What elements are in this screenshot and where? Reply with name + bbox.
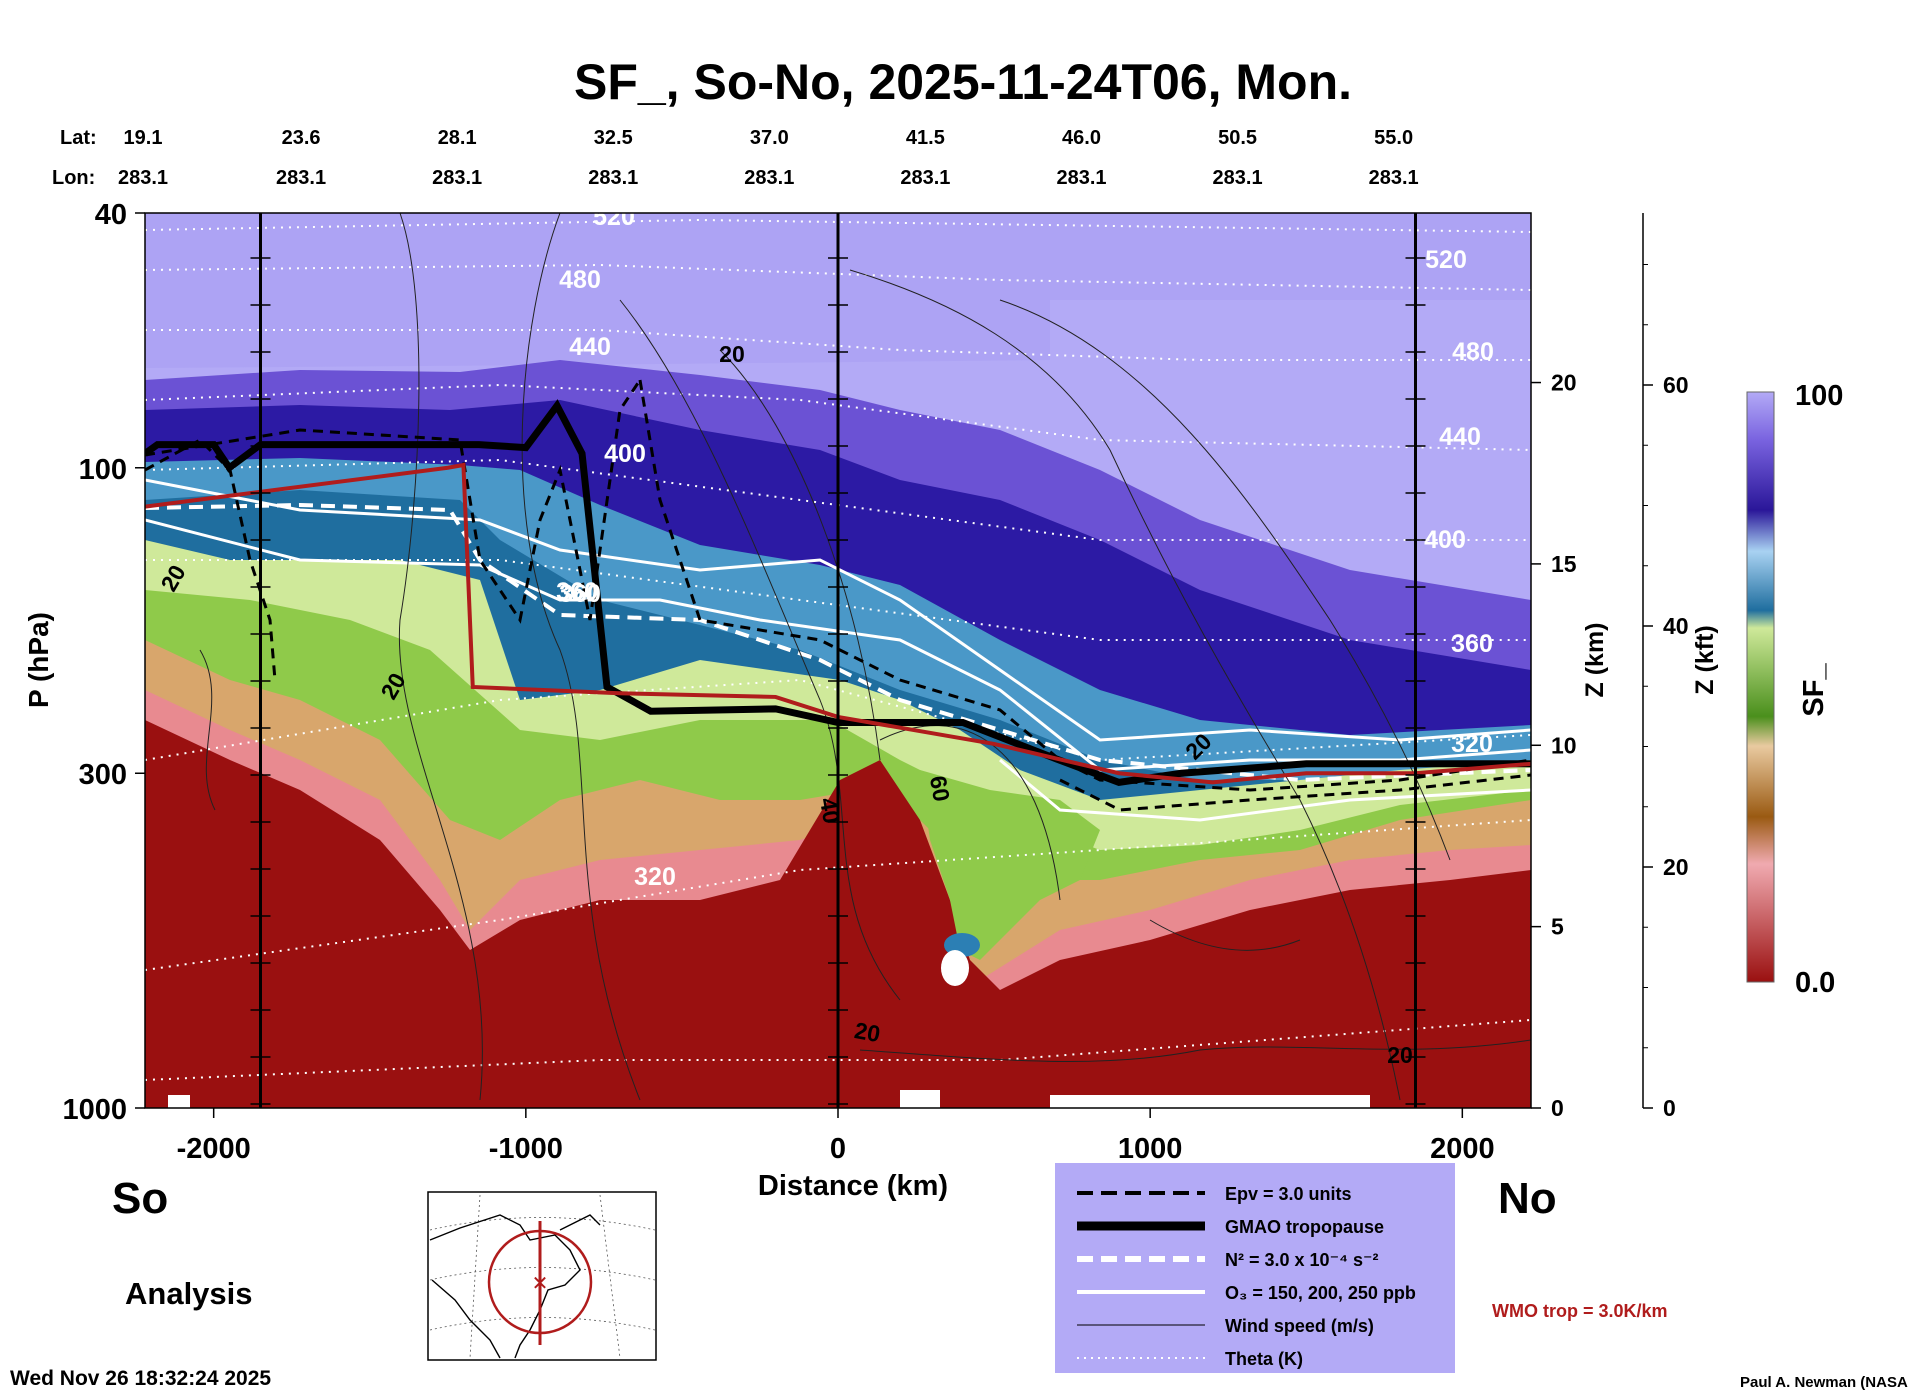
white-cell: [941, 950, 969, 986]
station-lat-label: 41.5: [906, 127, 945, 149]
wind-speed-label: 60: [925, 774, 955, 804]
theta-lines: [145, 218, 1531, 1081]
north-label: No: [1498, 1174, 1557, 1223]
theta-label: 400: [1424, 526, 1466, 554]
z-kft-tick-label: 40: [1663, 613, 1689, 639]
svg-text:✕: ✕: [532, 1273, 549, 1295]
theta-label: 320: [634, 863, 676, 891]
x-axis-label: Distance (km): [758, 1170, 948, 1202]
z-km-tick-label: 15: [1551, 551, 1577, 577]
theta-label: 520: [593, 203, 635, 231]
x-tick-label: 0: [830, 1133, 846, 1165]
colorbar-min-label: 0.0: [1795, 967, 1835, 999]
p-tick-label: 300: [79, 759, 127, 791]
green-intrusion: [920, 770, 1100, 960]
station-labels: 19.1 283.1 23.6 283.1 28.1 283.1 32.5 283.1 37.0…: [118, 127, 1419, 189]
station-lon-label: 283.1: [900, 167, 950, 189]
z-kft-axis: 0 20 40 60: [1643, 264, 1689, 1121]
n2-line: [145, 502, 1531, 783]
y-axis-label: P (hPa): [23, 612, 54, 708]
station-lat-label: 46.0: [1062, 127, 1101, 149]
z-kft-tick-label: 0: [1663, 1095, 1676, 1121]
legend-label: O₃ = 150, 200, 250 ppb: [1225, 1283, 1416, 1303]
z-km-tick-label: 0: [1551, 1095, 1564, 1121]
theta-label: 440: [569, 333, 611, 361]
legend-label: Epv = 3.0 units: [1225, 1184, 1352, 1204]
station-lat-label: 28.1: [438, 127, 477, 149]
station-lon-label: 283.1: [1369, 167, 1419, 189]
station-lat-label: 37.0: [750, 127, 789, 149]
wmo-label: WMO trop = 3.0K/km: [1492, 1301, 1668, 1321]
station-lat-label: 32.5: [594, 127, 633, 149]
station-lat-label: 23.6: [282, 127, 321, 149]
theta-label: 360: [556, 578, 598, 606]
x-tick-label: -2000: [177, 1133, 251, 1165]
theta-label: 440: [1439, 423, 1481, 451]
legend-label: Theta (K): [1225, 1349, 1303, 1369]
wind-speed-label: 20: [1387, 1042, 1413, 1068]
profile-lines: [250, 213, 1426, 1108]
chart-title: SF_, So-No, 2025-11-24T06, Mon.: [574, 54, 1352, 110]
p-tick-label: 100: [79, 454, 127, 486]
south-label: So: [112, 1174, 168, 1223]
station-lon-label: 283.1: [432, 167, 482, 189]
wind-speed-label: 20: [853, 1017, 883, 1047]
legend-items: Epv = 3.0 units GMAO tropopause N² = 3.0 x…: [1077, 1184, 1416, 1369]
z-km-tick-label: 5: [1551, 914, 1564, 940]
theta-label: 280: [1724, 1010, 1766, 1038]
pressure-axis: 40 100 300 1000: [62, 199, 145, 1126]
x-tick-label: 2000: [1430, 1133, 1495, 1165]
theta-label: 520: [1425, 246, 1467, 274]
station-lon-label: 283.1: [744, 167, 794, 189]
station-lon-label: 283.1: [588, 167, 638, 189]
x-tick-label: 1000: [1118, 1133, 1183, 1165]
station-lat-label: 55.0: [1374, 127, 1413, 149]
station-lat-label: 19.1: [124, 127, 163, 149]
z-kft-tick-label: 20: [1663, 854, 1689, 880]
lat-row-label: Lat:: [60, 127, 97, 149]
theta-label: 320: [1451, 730, 1493, 758]
p-tick-label: 1000: [62, 1094, 127, 1126]
ozone-label: 360: [559, 580, 601, 608]
legend-label: N² = 3.0 x 10⁻⁴ s⁻²: [1225, 1250, 1378, 1270]
footer-timestamp: Wed Nov 26 18:32:24 2025: [10, 1367, 271, 1390]
wind-speed-label: 20: [719, 341, 745, 367]
station-lon-label: 283.1: [118, 167, 168, 189]
legend-label: GMAO tropopause: [1225, 1217, 1384, 1237]
z-km-tick-label: 20: [1551, 370, 1577, 396]
z-kft-tick-label: 60: [1663, 372, 1689, 398]
colorbar-title: SF_: [1798, 663, 1830, 717]
inset-map: ✕: [427, 1191, 657, 1361]
station-lon-label: 283.1: [1056, 167, 1106, 189]
footer-credit: Paul A. Newman (NASA: [1740, 1374, 1908, 1391]
lon-row-label: Lon:: [52, 167, 95, 189]
station-lat-label: 50.5: [1218, 127, 1257, 149]
z-km-axis-label: Z (km): [1581, 623, 1609, 698]
station-lon-label: 283.1: [1213, 167, 1263, 189]
theta-label: 480: [559, 266, 601, 294]
theta-label: 400: [604, 440, 646, 468]
z-kft-axis-label: Z (kft): [1691, 625, 1719, 694]
colorbar-max-label: 100: [1795, 380, 1843, 412]
x-axis: -2000 -1000 0 1000 2000: [177, 1108, 1495, 1165]
z-km-tick-label: 10: [1551, 732, 1577, 758]
wind-speed-label: 40: [815, 796, 845, 826]
sf-field: 5204804404003603202805204804404003603202…: [145, 203, 1766, 1108]
legend-box: [1055, 1163, 1455, 1373]
x-tick-label: -1000: [489, 1133, 563, 1165]
station-lon-label: 283.1: [276, 167, 326, 189]
colorbar: [1746, 391, 1775, 983]
p-tick-label: 40: [95, 199, 127, 231]
z-km-axis: 0 5 10 15 20: [1531, 370, 1577, 1121]
analysis-label: Analysis: [125, 1276, 253, 1311]
theta-label: 480: [1452, 338, 1494, 366]
theta-label: 360: [1451, 630, 1493, 658]
ozone-contours: [145, 478, 1531, 822]
legend-label: Wind speed (m/s): [1225, 1316, 1374, 1336]
